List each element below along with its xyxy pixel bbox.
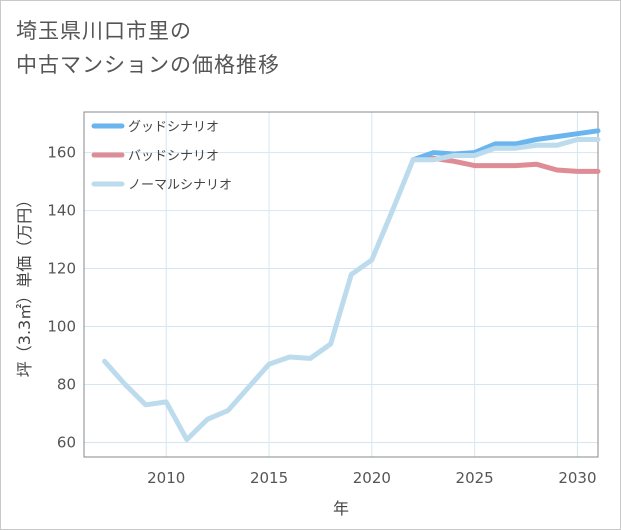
- y-axis-title: 坪（3.3㎡）単価（万円）: [15, 192, 34, 377]
- x-axis-ticks: 2010 2015 2020 2025 2030: [147, 469, 596, 487]
- legend-label-0: グッドシナリオ: [128, 120, 219, 135]
- series-line-2: [102, 137, 601, 443]
- x-tick-label: 2020: [353, 469, 391, 487]
- x-tick-label: 2010: [147, 469, 185, 487]
- y-tick-label: 120: [47, 260, 76, 278]
- chart-title: 埼玉県川口市里の 中古マンションの価格推移: [16, 14, 280, 82]
- series-lines: [102, 128, 601, 443]
- y-tick-label: 160: [47, 144, 76, 162]
- series-line-0: [410, 128, 601, 163]
- y-axis-ticks: 60 80 100 120 140 160: [47, 144, 76, 452]
- plot-area-border: [83, 111, 599, 458]
- y-tick-label: 140: [47, 202, 76, 220]
- y-tick-label: 80: [57, 376, 76, 394]
- chart-title-line-1: 埼玉県川口市里の: [16, 19, 192, 43]
- y-tick-label: 100: [47, 318, 76, 336]
- legend-label-1: バッドシナリオ: [128, 149, 219, 164]
- x-tick-label: 2025: [456, 469, 494, 487]
- x-axis-title: 年: [333, 499, 349, 518]
- x-tick-label: 2015: [250, 469, 288, 487]
- y-tick-label: 60: [57, 434, 76, 452]
- x-tick-label: 2030: [558, 469, 596, 487]
- chart-title-line-2: 中古マンションの価格推移: [16, 53, 280, 77]
- legend-label-2: ノーマルシナリオ: [128, 178, 232, 193]
